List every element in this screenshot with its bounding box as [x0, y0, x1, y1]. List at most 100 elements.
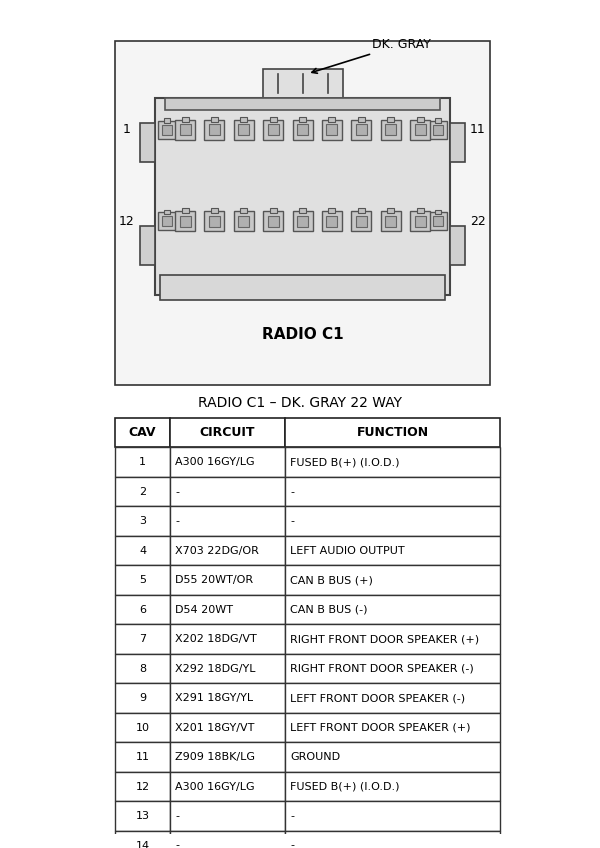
Bar	[380, 211, 401, 231]
Bar	[351, 211, 371, 231]
Bar	[285, 594, 500, 624]
Text: 9: 9	[139, 693, 146, 703]
Bar	[322, 211, 342, 231]
Bar	[175, 120, 195, 140]
Text: 3: 3	[139, 516, 146, 526]
Bar	[115, 801, 170, 831]
Bar	[299, 209, 306, 214]
Bar	[285, 566, 500, 594]
Bar	[328, 209, 335, 214]
Text: -: -	[175, 516, 179, 526]
Bar	[160, 276, 445, 300]
Text: -: -	[290, 840, 294, 848]
Bar	[158, 212, 176, 230]
Bar	[328, 117, 335, 122]
Bar	[115, 742, 170, 772]
Bar	[416, 209, 424, 214]
Bar	[115, 536, 170, 566]
Text: GROUND: GROUND	[290, 752, 340, 762]
Text: RADIO C1 – DK. GRAY 22 WAY: RADIO C1 – DK. GRAY 22 WAY	[198, 396, 402, 410]
Text: RADIO C1: RADIO C1	[262, 326, 343, 342]
Bar	[322, 120, 342, 140]
Text: Z909 18BK/LG: Z909 18BK/LG	[175, 752, 255, 762]
Bar	[285, 418, 500, 448]
Text: 8: 8	[139, 664, 146, 673]
Bar	[164, 119, 170, 123]
Bar	[115, 683, 170, 713]
Bar	[115, 566, 170, 594]
Bar	[269, 117, 277, 122]
Bar	[170, 831, 285, 848]
Bar	[162, 125, 172, 135]
Bar	[175, 211, 195, 231]
Bar	[165, 98, 440, 110]
Bar	[358, 117, 365, 122]
Text: 1: 1	[123, 123, 131, 137]
Bar	[285, 624, 500, 654]
Bar	[170, 713, 285, 742]
Text: -: -	[175, 487, 179, 497]
Text: 5: 5	[139, 575, 146, 585]
Bar	[356, 125, 367, 135]
Bar	[115, 448, 170, 477]
Text: 14: 14	[136, 840, 149, 848]
Bar	[140, 226, 155, 265]
Bar	[285, 831, 500, 848]
Bar	[205, 120, 224, 140]
Text: A300 16GY/LG: A300 16GY/LG	[175, 457, 254, 467]
Bar	[115, 772, 170, 801]
Bar	[285, 742, 500, 772]
Bar	[211, 117, 218, 122]
Bar	[234, 211, 254, 231]
Text: 6: 6	[139, 605, 146, 615]
Bar	[299, 117, 306, 122]
Bar	[164, 210, 170, 215]
Text: FUNCTION: FUNCTION	[356, 426, 428, 439]
Bar	[170, 566, 285, 594]
Text: -: -	[175, 811, 179, 821]
Text: 12: 12	[136, 782, 149, 791]
Bar	[170, 801, 285, 831]
Text: X292 18DG/YL: X292 18DG/YL	[175, 664, 256, 673]
Bar	[285, 772, 500, 801]
Bar	[387, 209, 394, 214]
Text: CAN B BUS (-): CAN B BUS (-)	[290, 605, 367, 615]
Text: 11: 11	[136, 752, 149, 762]
Bar	[170, 772, 285, 801]
Bar	[410, 120, 430, 140]
Text: CAV: CAV	[129, 426, 156, 439]
Text: 7: 7	[139, 634, 146, 644]
Bar	[170, 506, 285, 536]
Bar	[433, 216, 443, 226]
Text: RIGHT FRONT DOOR SPEAKER (+): RIGHT FRONT DOOR SPEAKER (+)	[290, 634, 479, 644]
Text: LEFT FRONT DOOR SPEAKER (-): LEFT FRONT DOOR SPEAKER (-)	[290, 693, 465, 703]
Bar	[170, 477, 285, 506]
Bar	[268, 125, 278, 135]
Bar	[416, 117, 424, 122]
Bar	[179, 215, 191, 226]
Bar	[297, 125, 308, 135]
Bar	[209, 125, 220, 135]
Text: -: -	[175, 840, 179, 848]
Bar	[238, 125, 249, 135]
Text: FUSED B(+) (I.O.D.): FUSED B(+) (I.O.D.)	[290, 782, 400, 791]
Text: 1: 1	[139, 457, 146, 467]
Text: D55 20WT/OR: D55 20WT/OR	[175, 575, 253, 585]
Bar	[285, 713, 500, 742]
Bar	[115, 713, 170, 742]
Bar	[450, 226, 465, 265]
Bar	[209, 215, 220, 226]
Bar	[170, 594, 285, 624]
Bar	[263, 69, 343, 98]
Bar	[380, 120, 401, 140]
Text: LEFT AUDIO OUTPUT: LEFT AUDIO OUTPUT	[290, 545, 404, 555]
Bar	[285, 448, 500, 477]
Text: FUSED B(+) (I.O.D.): FUSED B(+) (I.O.D.)	[290, 457, 400, 467]
Bar	[182, 209, 188, 214]
Text: LEFT FRONT DOOR SPEAKER (+): LEFT FRONT DOOR SPEAKER (+)	[290, 722, 470, 733]
Bar	[158, 121, 176, 138]
Bar	[170, 418, 285, 448]
Text: 12: 12	[119, 215, 135, 228]
Bar	[293, 211, 313, 231]
Bar	[240, 209, 247, 214]
